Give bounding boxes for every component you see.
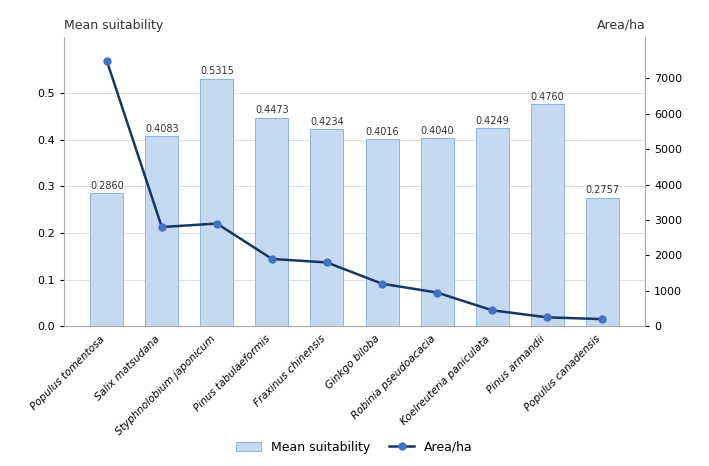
Bar	[366, 139, 398, 326]
Bar	[530, 104, 564, 326]
Text: 0.4016: 0.4016	[365, 127, 399, 137]
Text: Area/ha: Area/ha	[596, 19, 645, 32]
Bar	[145, 136, 179, 326]
Legend: Mean suitability, Area/ha: Mean suitability, Area/ha	[231, 436, 478, 459]
Text: 0.5315: 0.5315	[200, 66, 234, 76]
Text: 0.4249: 0.4249	[475, 116, 509, 126]
Text: 0.4760: 0.4760	[530, 92, 564, 102]
Text: Mean suitability: Mean suitability	[64, 19, 163, 32]
Bar	[311, 129, 343, 326]
Text: 0.4040: 0.4040	[420, 126, 454, 136]
Text: 0.4473: 0.4473	[255, 105, 289, 116]
Text: 0.2860: 0.2860	[90, 181, 123, 191]
Bar	[420, 138, 454, 326]
Bar	[90, 193, 123, 326]
Text: 0.2757: 0.2757	[585, 185, 619, 195]
Bar	[586, 198, 619, 326]
Text: 0.4234: 0.4234	[310, 116, 344, 127]
Bar	[201, 78, 233, 326]
Bar	[255, 118, 289, 326]
Bar	[476, 128, 508, 326]
Text: 0.4083: 0.4083	[145, 123, 179, 134]
